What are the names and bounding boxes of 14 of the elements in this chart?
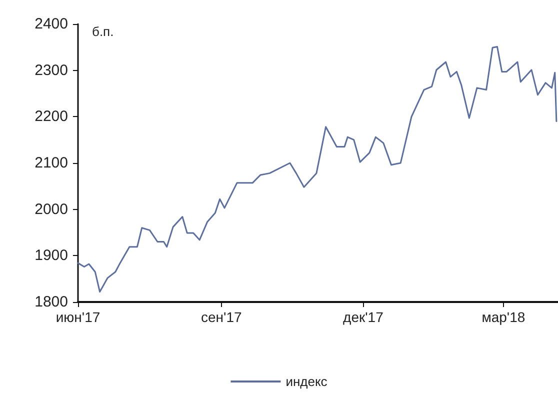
y-tick-label: 2000 (34, 200, 68, 218)
x-tick-label: июн'17 (56, 309, 100, 325)
line-series (77, 46, 558, 293)
y-tick-label: 2300 (34, 62, 68, 79)
y-tick-label: 2100 (34, 154, 68, 172)
y-tick-label: 2200 (34, 108, 68, 126)
x-tick-label: дек'17 (343, 309, 384, 325)
x-tick-label: мар'18 (482, 309, 526, 325)
y-tick-label: 2400 (34, 16, 68, 32)
y-axis-title: б.п. (92, 24, 114, 39)
y-tick-label: 1900 (34, 247, 68, 264)
x-tick-label: сен'17 (200, 309, 242, 325)
legend-label: индекс (286, 374, 328, 389)
y-tick-label: 1800 (34, 294, 68, 310)
